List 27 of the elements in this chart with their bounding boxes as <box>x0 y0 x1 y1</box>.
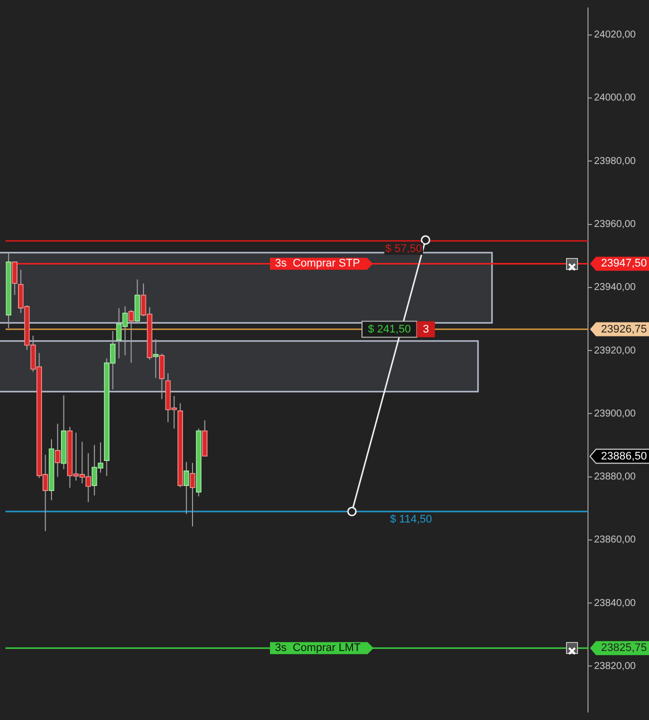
text: 23947,50 <box>601 258 647 270</box>
y-tick-label: 23840,00 <box>594 598 636 609</box>
text: 23886,50 <box>601 450 647 462</box>
y-tick-label: 23860,00 <box>594 534 636 546</box>
annotation: $ 241,50 <box>368 323 411 336</box>
ref-line-label: 3s Comprar LMT <box>275 642 361 654</box>
annotation: $ 57,50 <box>385 242 422 255</box>
y-tick-label: 24000,00 <box>594 92 636 104</box>
y-tick-label: 23940,00 <box>594 282 636 294</box>
candlestick <box>128 309 134 364</box>
y-tick-label: 23920,00 <box>594 345 636 356</box>
text: 23825,75 <box>601 642 647 654</box>
candlestick <box>159 353 165 400</box>
y-tick-label: 23820,00 <box>594 660 636 672</box>
candlestick <box>184 461 190 515</box>
y-tick-label: 23880,00 <box>594 472 636 483</box>
candlestick <box>54 423 60 478</box>
y-tick-label: 24020,00 <box>594 30 636 41</box>
y-tick-label: 23900,00 <box>594 408 636 420</box>
annotation: $ 114,50 <box>390 514 432 526</box>
y-tick-label: 23980,00 <box>594 156 636 167</box>
candlestick <box>190 462 196 527</box>
ref-line-label: 3s Comprar STP <box>275 258 360 270</box>
text: 23926,75 <box>601 323 647 336</box>
annotation: 3 <box>422 323 429 336</box>
y-tick-label: 23960,00 <box>594 219 636 230</box>
candlestick <box>12 261 18 296</box>
